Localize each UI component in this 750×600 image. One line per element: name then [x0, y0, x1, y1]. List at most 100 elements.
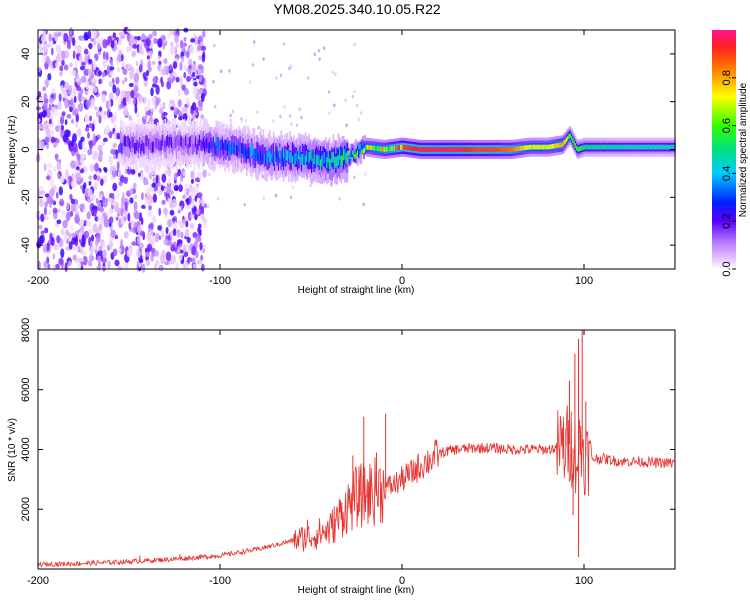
- spectrogram-noise-cell: [199, 242, 203, 251]
- spectrogram-noise-cell: [109, 239, 113, 250]
- spectrogram-ridge-cell: [653, 144, 656, 150]
- spectrogram-y-ticks: -40 -20 0 20 40: [20, 48, 675, 253]
- spectrogram-ridge-cell: [274, 152, 276, 164]
- spectrogram-noise-cell: [194, 239, 199, 248]
- spectrogram-noise-cell: [185, 243, 191, 254]
- spectrogram-ridge-cell: [147, 138, 150, 149]
- spectrogram-noise-cell: [64, 119, 68, 126]
- spectrogram-noise-cell: [202, 30, 205, 38]
- spectrogram-noise-cell: [112, 153, 117, 160]
- spectrogram-noise-cell: [197, 64, 203, 70]
- spectrogram-ridge-cell: [426, 147, 429, 152]
- spectrogram-ridge-cell: [660, 144, 662, 150]
- spectrogram-ridge-cell: [276, 150, 279, 162]
- spectrogram-noise-cell: [104, 126, 110, 134]
- spectrogram-noise-cell: [70, 198, 76, 205]
- spectrogram-noise-cell: [46, 256, 50, 264]
- spectrogram-ridge-cell: [600, 144, 602, 150]
- spectrogram-ridge-cell: [167, 134, 169, 146]
- spectrogram-sparse-cell: [345, 123, 348, 128]
- spectrogram-ridge-cell: [228, 141, 230, 162]
- spectrogram-noise-cell: [81, 75, 87, 84]
- spectrogram-ridge-cell: [210, 137, 212, 149]
- spectrogram-ridge-cell: [267, 149, 270, 170]
- spectrogram-noise-cell: [63, 64, 69, 71]
- spectrogram-ridge-cell: [309, 148, 312, 160]
- spectrogram-noise-cell: [177, 205, 182, 211]
- snr-y-tick-label: 6000: [20, 378, 32, 402]
- spectrogram-ridge-cell: [339, 148, 341, 160]
- spectrogram-ridge-cell: [290, 152, 293, 163]
- spectrogram-ridge-cell: [195, 136, 197, 148]
- spectrogram-noise-cell: [192, 71, 196, 78]
- spectrogram-noise-cell: [97, 154, 103, 163]
- spectrogram-noise-cell: [124, 111, 129, 116]
- spectrogram-noise-cell: [196, 185, 200, 193]
- spectrogram-ridge-cell: [654, 144, 657, 150]
- spectrogram-ridge-cell: [533, 144, 536, 150]
- spectrogram-ridge-cell: [535, 144, 537, 150]
- spectrogram-noise-cell: [97, 201, 102, 209]
- spectrogram-noise-cell: [78, 139, 84, 150]
- spectrogram-noise-cell: [176, 239, 183, 245]
- spectrogram-noise-cell: [129, 188, 134, 196]
- spectrogram-ridge-cell: [604, 144, 606, 150]
- spectrogram-noise-cell: [195, 95, 201, 101]
- spectrogram-ridge-cell: [234, 140, 237, 152]
- spectrogram-ridge-cell: [365, 144, 368, 150]
- spectrogram-ridge-cell: [305, 151, 308, 162]
- spectrogram-sparse-cell: [353, 42, 356, 47]
- spectrogram-noise-cell: [75, 172, 81, 182]
- spectrogram-ridge-cell: [311, 150, 313, 162]
- spectrogram-noise-cell: [147, 200, 151, 206]
- spectrogram-noise-cell: [103, 167, 108, 173]
- spectrogram-sparse-cell: [344, 98, 347, 103]
- spectrogram-noise-cell: [120, 238, 124, 249]
- spectrogram-noise-cell: [137, 94, 143, 103]
- spectrogram-ridge-cell: [159, 140, 161, 152]
- spectrogram-ridge-cell: [488, 147, 490, 152]
- spectrogram-noise-cell: [85, 220, 89, 226]
- spectrogram-noise-cell: [183, 251, 189, 258]
- spectrogram-noise-cell: [92, 78, 97, 85]
- spectrogram-ridge-cell: [415, 146, 418, 152]
- spectrogram-ridge-cell: [198, 134, 201, 146]
- spectrogram-ridge-cell: [495, 147, 498, 152]
- spectrogram-noise-cell: [165, 184, 172, 194]
- spectrogram-ridge-cell: [181, 136, 183, 148]
- spectrogram-ridge-cell: [175, 139, 178, 159]
- spectrogram-ridge-cell: [564, 139, 567, 145]
- spectrogram-ridge-cell: [632, 144, 634, 150]
- spectrogram-sparse-cell: [307, 76, 310, 80]
- spectrogram-noise-cell: [69, 27, 73, 35]
- spectrogram-noise-cell: [152, 215, 156, 224]
- spectrogram-noise-cell: [50, 237, 55, 247]
- spectrogram-sparse-cell: [275, 76, 278, 80]
- spectrogram-ridge-cell: [663, 144, 666, 150]
- spectrogram-noise-cell: [62, 134, 69, 143]
- spectrogram-ridge-cell: [430, 147, 433, 152]
- spectrogram-noise-cell: [173, 172, 178, 181]
- spectrogram-ridge-cell: [490, 147, 493, 152]
- spectrogram-ridge-cell: [460, 147, 462, 152]
- spectrogram-noise-cell: [121, 90, 127, 97]
- spectrogram-noise-cell: [198, 223, 202, 229]
- spectrogram-noise-cell: [148, 33, 153, 40]
- spectrogram-noise-cell: [51, 88, 56, 94]
- spectrogram-noise-cell: [41, 35, 47, 43]
- spectrogram-ridge-cell: [131, 136, 133, 148]
- spectrogram-noise-cell: [78, 154, 85, 164]
- spectrogram-ridge-cell: [392, 145, 395, 151]
- spectrogram-sparse-cell: [229, 113, 232, 118]
- spectrogram-ridge-cell: [296, 154, 299, 166]
- spectrogram-noise-cell: [105, 51, 109, 61]
- spectrogram-ridge-cell: [282, 147, 285, 159]
- spectrogram-noise-cell: [57, 31, 62, 37]
- spectrogram-ridge-cell: [331, 152, 333, 163]
- spectrogram-ridge-cell: [393, 145, 396, 151]
- spectrogram-ridge-cell: [302, 154, 304, 165]
- spectrogram-noise-cell: [192, 86, 198, 97]
- spectrogram-noise-cell: [147, 169, 151, 175]
- spectrogram-ridge-cell: [254, 152, 257, 163]
- spectrogram-sparse-cell: [279, 114, 282, 119]
